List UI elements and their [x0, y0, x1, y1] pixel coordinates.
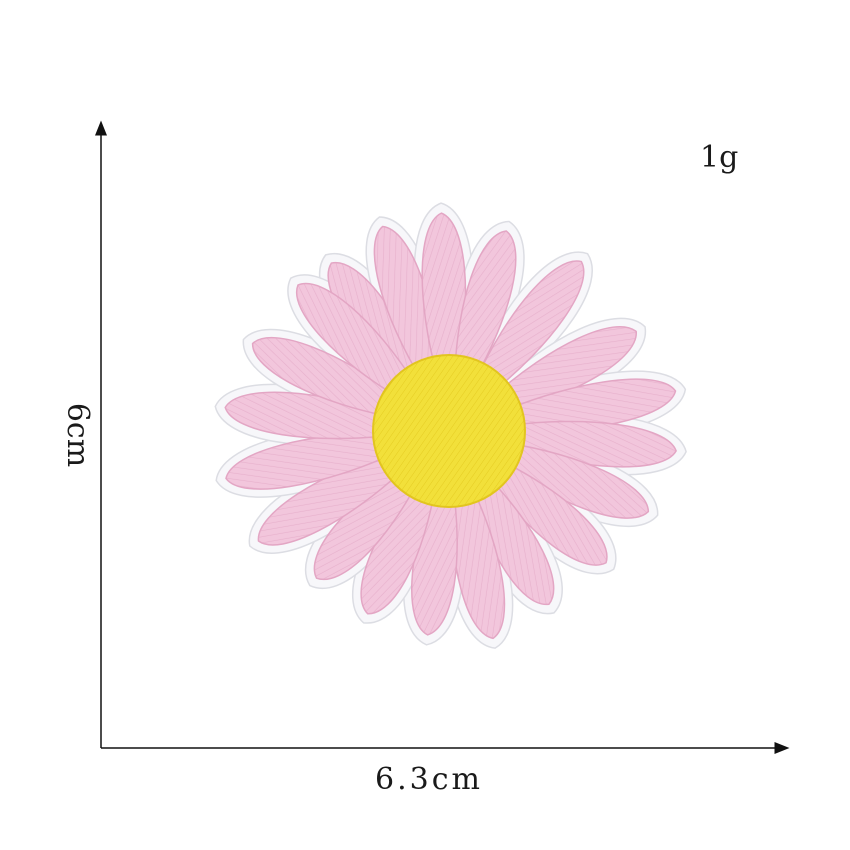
- petal: [453, 230, 517, 382]
- petals: [224, 212, 677, 640]
- width-label: 6.3cm: [375, 762, 483, 797]
- flower-center: [372, 354, 526, 508]
- petal: [474, 260, 585, 395]
- petal: [295, 282, 418, 401]
- height-label: 6cm: [60, 402, 96, 468]
- weight-label: 1g: [700, 140, 739, 175]
